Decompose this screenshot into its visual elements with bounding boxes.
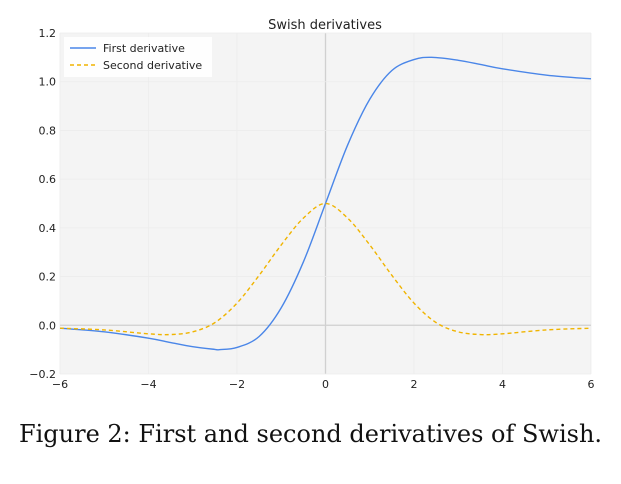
swish-derivatives-chart: −6 −4 −2 0 2 4 6 −0.2 0.0 0.2 0.4 0.6 0.8 1.0 1.2 Swis… [29,18,594,391]
x-tick-label: −4 [140,378,156,391]
y-tick-label: 1.2 [39,27,57,40]
y-tick-label: 0.4 [39,222,57,235]
legend-label-second-derivative: Second derivative [103,59,202,72]
series-line-second-derivative [59,202,592,336]
x-tick-label: 0 [322,378,329,391]
y-tick-label: 0.0 [39,319,57,332]
figure-caption: Figure 2: First and second derivatives o… [18,420,603,448]
y-tick-label: −0.2 [29,368,56,381]
x-tick-label: 6 [588,378,595,391]
legend: First derivative Second derivative [64,37,212,77]
series-line-first-derivative [59,56,592,351]
x-tick-label: 2 [411,378,418,391]
grid-lines [59,32,592,375]
series-layer [59,56,592,351]
x-tick-label: −6 [52,378,68,391]
tick-labels: −6 −4 −2 0 2 4 6 −0.2 0.0 0.2 0.4 0.6 0.8 1.0 1.2 [29,27,594,391]
x-tick-label: −2 [229,378,245,391]
y-tick-label: 0.2 [39,271,57,284]
y-tick-label: 0.6 [39,173,57,186]
x-tick-label: 4 [499,378,506,391]
y-tick-label: 0.8 [39,124,57,137]
y-tick-label: 1.0 [39,76,57,89]
legend-box [64,37,212,77]
legend-label-first-derivative: First derivative [103,42,185,55]
chart-title: Swish derivatives [268,18,382,33]
